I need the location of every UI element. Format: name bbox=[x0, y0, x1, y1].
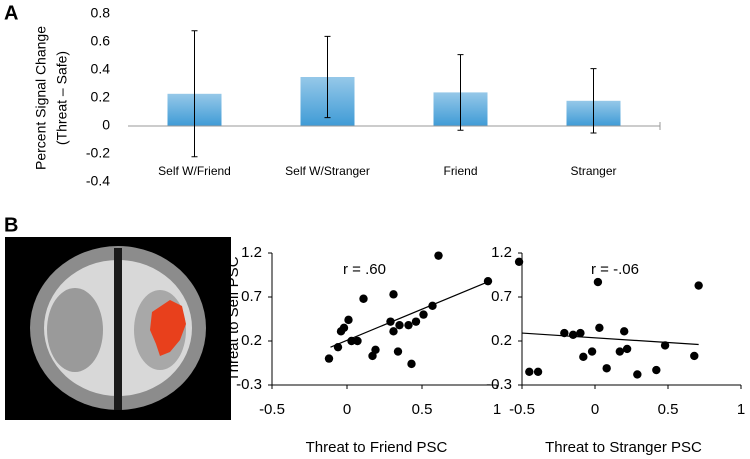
scatter-point bbox=[533, 367, 543, 376]
x-tick-label: Self W/Stranger bbox=[285, 164, 370, 178]
y-axis-label: Threat to Self PSC bbox=[225, 256, 242, 381]
y-tick-label: 0.2 bbox=[241, 332, 262, 349]
scatter-point bbox=[434, 251, 443, 260]
y-tick-label: 0.2 bbox=[491, 332, 512, 349]
x-axis-label: Threat to Friend PSC bbox=[306, 439, 448, 456]
scatter-point bbox=[694, 281, 703, 290]
x-tick-label: -0.5 bbox=[259, 401, 285, 418]
y-tick-label: 0.2 bbox=[91, 89, 111, 105]
scatter-point bbox=[411, 317, 421, 326]
x-tick-label: Self W/Friend bbox=[158, 164, 231, 178]
scatter-point bbox=[568, 330, 578, 340]
y-tick-label: 0 bbox=[102, 117, 110, 133]
x-tick-label: -0.5 bbox=[509, 401, 535, 418]
y-tick-label: -0.3 bbox=[236, 376, 262, 393]
y-tick-label: 1.2 bbox=[491, 244, 512, 261]
scatter-point bbox=[419, 310, 428, 319]
x-tick-label: 1 bbox=[737, 401, 745, 418]
gray-matter bbox=[47, 288, 103, 372]
panel-label: A bbox=[4, 2, 18, 24]
brain-image bbox=[5, 237, 231, 420]
x-tick-label: 1 bbox=[493, 401, 501, 418]
scatter-point bbox=[622, 344, 632, 354]
y-tick-label: -0.3 bbox=[486, 376, 512, 393]
scatter-point bbox=[339, 323, 349, 332]
y-tick-label: -0.2 bbox=[86, 145, 110, 161]
y-tick-label: 0.8 bbox=[91, 5, 111, 21]
scatter-point bbox=[407, 359, 416, 369]
scatter-point bbox=[371, 345, 380, 354]
y-tick-label: 0.6 bbox=[91, 33, 111, 49]
x-tick-label: 0.5 bbox=[658, 401, 679, 418]
scatter-point bbox=[620, 327, 629, 336]
annotation: r = .60 bbox=[343, 261, 386, 278]
annotation: r = -.06 bbox=[591, 261, 639, 278]
scatter-point bbox=[602, 364, 611, 373]
scatter-point bbox=[593, 277, 603, 287]
y-axis-label: (Threat – Safe) bbox=[54, 51, 70, 145]
scatter-point bbox=[660, 341, 670, 350]
scatter-point bbox=[324, 354, 334, 363]
x-tick-label: 0.5 bbox=[412, 401, 433, 418]
scatter-point bbox=[389, 290, 398, 299]
x-axis-label: Threat to Stranger PSC bbox=[545, 439, 702, 456]
error-bar bbox=[324, 35, 331, 119]
scatter-point bbox=[652, 365, 661, 375]
scatter-point bbox=[404, 320, 413, 330]
y-tick-label: 1.2 bbox=[241, 244, 262, 261]
scatter-point bbox=[633, 370, 642, 379]
scatter-point bbox=[393, 347, 403, 356]
scatter-point bbox=[576, 328, 585, 338]
y-axis-label: Percent Signal Change bbox=[33, 26, 49, 170]
fit-line bbox=[330, 280, 490, 348]
scatter-point bbox=[353, 336, 362, 346]
y-tick-label: 0.7 bbox=[491, 288, 512, 305]
y-tick-label: 0.4 bbox=[91, 61, 111, 77]
y-tick-label: -0.4 bbox=[86, 173, 110, 189]
scatter-point bbox=[395, 320, 404, 330]
scatter-point bbox=[595, 323, 604, 332]
error-bar bbox=[191, 30, 198, 158]
panel-label: B bbox=[4, 214, 18, 236]
scatter-point bbox=[525, 367, 534, 376]
x-tick-label: 0 bbox=[343, 401, 351, 418]
scatter-point bbox=[359, 294, 368, 303]
error-bar bbox=[457, 54, 464, 131]
scatter-point bbox=[514, 257, 524, 266]
midline bbox=[114, 248, 122, 410]
scatter-point bbox=[615, 347, 625, 356]
x-tick-label: Friend bbox=[443, 164, 477, 178]
error-bar bbox=[590, 68, 597, 134]
scatter-point bbox=[344, 315, 353, 325]
scatter-point bbox=[690, 351, 699, 361]
scatter-point bbox=[587, 347, 597, 356]
activation-cluster bbox=[150, 300, 186, 356]
x-tick-label: Stranger bbox=[570, 164, 616, 178]
scatter-point bbox=[579, 352, 588, 362]
y-tick-label: 0.7 bbox=[241, 288, 262, 305]
fit-line bbox=[521, 332, 699, 346]
x-tick-label: 0 bbox=[591, 401, 599, 418]
scatter-point bbox=[389, 327, 398, 336]
